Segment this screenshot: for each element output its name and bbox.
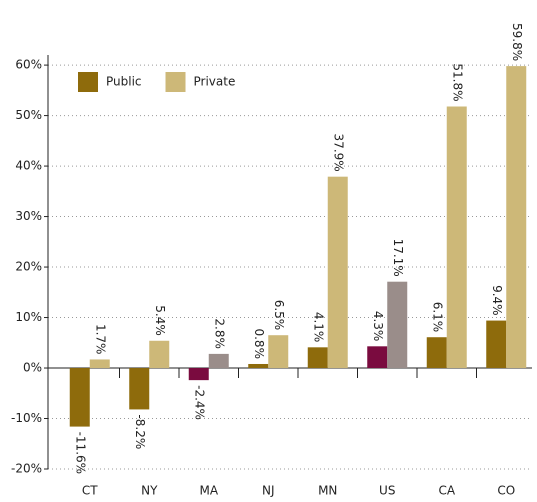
value-label: 4.3%: [371, 311, 385, 342]
bar: [367, 346, 388, 369]
bar: [208, 353, 229, 369]
value-label: 59.8%: [510, 23, 524, 61]
bar: [188, 368, 209, 381]
bar: [248, 363, 269, 369]
y-tick-label: -10%: [11, 411, 42, 425]
value-label: 0.8%: [252, 328, 266, 359]
y-tick-label: 20%: [15, 260, 42, 274]
legend-label: Public: [106, 75, 142, 89]
bar: [387, 281, 408, 369]
y-tick-label: -20%: [11, 462, 42, 476]
value-label: 4.1%: [311, 312, 325, 343]
bar: [446, 106, 467, 369]
legend-swatch: [78, 72, 98, 92]
bar: [129, 368, 150, 410]
value-label: 51.8%: [450, 63, 464, 101]
bar: [486, 320, 507, 369]
y-tick-label: 60%: [15, 58, 42, 72]
bar: [327, 176, 348, 369]
legend-label: Private: [194, 75, 236, 89]
value-label: -8.2%: [133, 414, 147, 449]
value-label: 9.4%: [490, 285, 504, 316]
value-label: 1.7%: [93, 324, 107, 355]
y-tick-label: 50%: [15, 108, 42, 122]
bar: [69, 368, 90, 427]
value-label: 17.1%: [391, 239, 405, 277]
x-tick-label: NY: [141, 484, 158, 498]
y-tick-label: 30%: [15, 209, 42, 223]
bar: [268, 335, 289, 369]
bar: [506, 66, 527, 369]
x-tick-label: MN: [318, 484, 337, 498]
bar: [89, 359, 110, 369]
bar: [307, 347, 328, 369]
x-tick-label: MA: [199, 484, 218, 498]
x-tick-label: US: [379, 484, 395, 498]
value-label: 5.4%: [153, 305, 167, 336]
value-label: -11.6%: [73, 432, 87, 474]
y-tick-label: 0%: [23, 361, 42, 375]
x-tick-label: CT: [82, 484, 98, 498]
x-tick-label: CA: [438, 484, 455, 498]
x-tick-label: NJ: [262, 484, 275, 498]
value-label: -2.4%: [192, 385, 206, 420]
value-label: 37.9%: [331, 134, 345, 172]
bar: [149, 340, 170, 369]
y-tick-label: 40%: [15, 159, 42, 173]
value-label: 6.5%: [272, 300, 286, 331]
x-tick-label: CO: [497, 484, 515, 498]
y-tick-label: 10%: [15, 310, 42, 324]
value-label: 2.8%: [212, 318, 226, 349]
value-label: 6.1%: [430, 302, 444, 333]
bar: [426, 337, 447, 369]
legend-swatch: [165, 72, 186, 92]
